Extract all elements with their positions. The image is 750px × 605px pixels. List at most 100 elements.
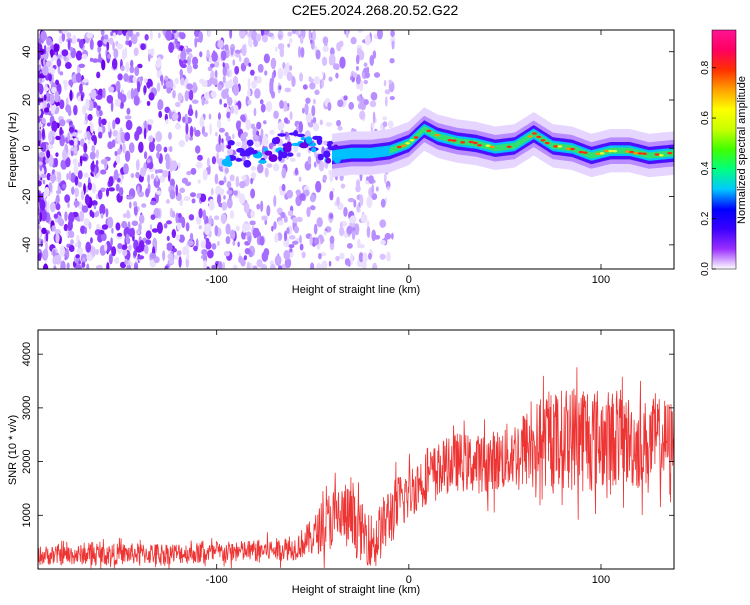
noise-blob [157,32,161,39]
noise-blob [299,243,304,251]
noise-blob [373,72,381,78]
noise-blob [70,79,73,88]
noise-blob [329,213,334,220]
noise-blob [221,141,225,153]
noise-blob [292,76,296,87]
snr-series-line [38,367,674,569]
noise-blob [88,92,95,97]
noise-blob [385,96,388,107]
noise-blob [219,188,225,196]
noise-blob [151,228,159,233]
noise-blob [271,225,274,232]
ridge-core [658,154,664,157]
noise-blob [95,160,99,166]
noise-blob [45,157,49,164]
noise-blob [339,56,346,69]
noise-blob [356,204,360,213]
noise-blob [230,47,234,56]
noise-blob [208,56,213,64]
noise-blob [68,126,75,133]
noise-blob [115,222,121,231]
ridge-fragment [226,144,232,150]
noise-blob [158,175,166,183]
noise-blob [283,117,289,124]
noise-blob [64,255,67,261]
noise-blob [229,174,235,182]
noise-blob [149,224,153,231]
spectrogram-panel: -100 0 100 -40 -20 0 20 40 Height of straight l… [7,29,675,296]
noise-blob [98,52,102,62]
noise-blob [263,53,270,64]
noise-blob [53,43,59,52]
noise-blob [198,225,202,230]
noise-blob [153,176,161,188]
noise-blob [228,194,232,200]
noise-blob [95,94,103,100]
noise-blob [114,30,119,33]
noise-blob [184,113,189,125]
noise-blob [80,94,84,102]
noise-blob [254,88,261,99]
noise-blob [78,260,81,265]
noise-blob [39,93,43,99]
noise-blob [269,263,276,269]
noise-blob [168,41,175,53]
noise-blob [232,133,235,140]
noise-blob [91,134,97,142]
noise-blob [199,116,205,128]
noise-blob [101,59,106,71]
ridge-fragment [277,133,287,137]
noise-blob [61,183,67,190]
noise-blob [217,112,221,121]
noise-blob [145,230,152,239]
noise-blob [338,226,345,237]
ridge-inner [389,125,674,159]
noise-blob [143,85,147,94]
noise-blob [104,243,108,252]
ridge-core [409,139,415,142]
noise-blob [174,77,179,85]
noise-blob [216,119,222,129]
noise-blob [72,158,78,166]
noise-blob [232,75,239,86]
noise-blob [122,213,128,218]
noise-blob [294,167,299,176]
noise-blob [252,134,259,142]
noise-blob [315,49,321,60]
noise-blob [174,101,181,108]
noise-blob [355,185,361,193]
noise-blob [309,194,316,203]
noise-blob [185,222,190,232]
noise-blob [188,53,193,59]
noise-blob [329,235,335,244]
noise-blob [141,203,147,208]
noise-blob [379,253,386,260]
noise-blob [211,243,217,250]
ridge-core [629,150,635,154]
noise-blob [112,130,119,137]
noise-blob [283,66,287,76]
noise-blob [53,265,57,269]
noise-blob [302,84,308,90]
noise-blob [187,240,194,246]
noise-blob [53,213,59,219]
noise-blob [204,91,210,100]
noise-blob [130,59,134,68]
noise-blob [106,41,110,51]
noise-blob [346,242,353,249]
noise-blob [252,265,258,269]
noise-blob [56,58,62,67]
noise-blob [218,127,226,133]
noise-blob [77,162,81,168]
noise-blob [273,195,277,207]
noise-blob [71,186,75,195]
noise-blob [188,89,194,101]
noise-blob [309,205,316,211]
noise-blob [192,81,197,94]
noise-blob [39,102,44,109]
noise-blob [166,220,172,225]
noise-blob [250,172,257,179]
noise-blob [187,108,194,117]
noise-blob [218,180,225,186]
noise-blob [172,112,179,121]
